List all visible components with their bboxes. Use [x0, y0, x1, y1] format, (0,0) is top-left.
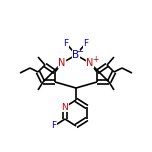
- Text: N: N: [58, 58, 66, 68]
- Text: F: F: [51, 121, 57, 131]
- Text: N: N: [62, 102, 68, 112]
- Text: −: −: [76, 47, 83, 57]
- Text: +: +: [92, 55, 98, 64]
- Text: B: B: [73, 50, 79, 60]
- Text: N: N: [86, 58, 94, 68]
- Text: F: F: [83, 38, 89, 47]
- Text: F: F: [63, 38, 69, 47]
